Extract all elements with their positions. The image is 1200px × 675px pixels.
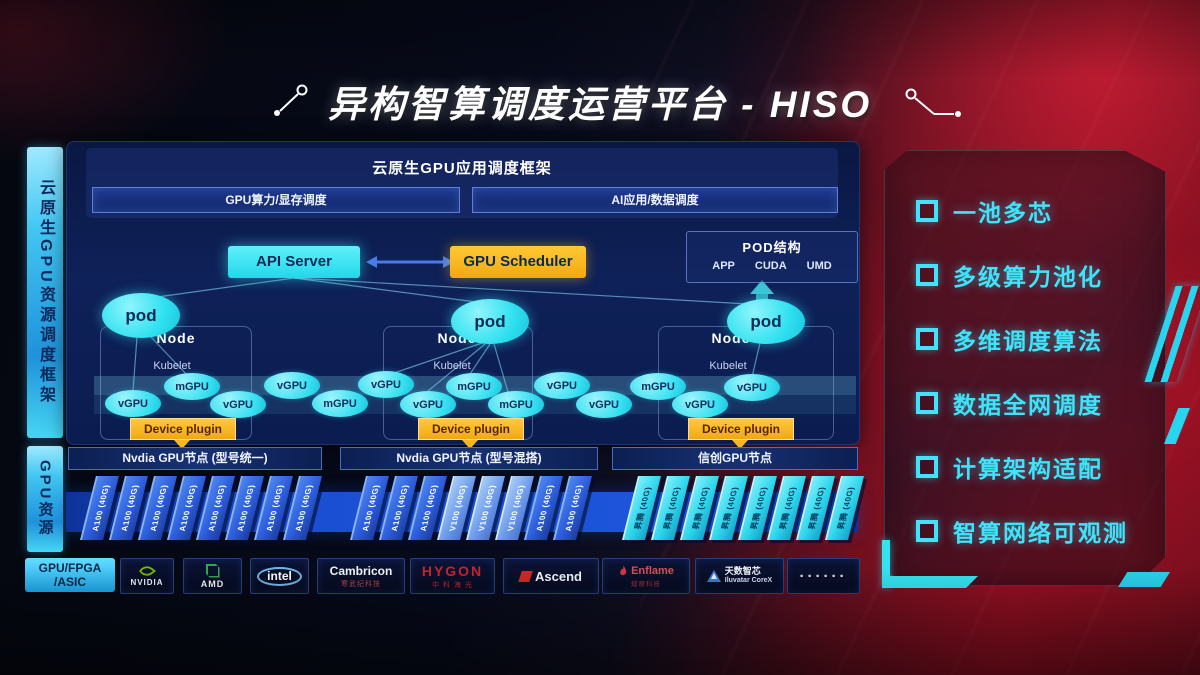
sidebar-gpu-resources-label: GPU资源 (27, 446, 63, 552)
pod-structure-item: UMD (806, 260, 832, 272)
gpu-unit-ellipse: vGPU (358, 371, 414, 398)
gpu-unit-ellipse: mGPU (164, 373, 220, 400)
title-decor-left-icon (274, 84, 308, 116)
api-server-box: API Server (228, 246, 360, 278)
vendor-logo-enflame: Enflame 燧原科技 (602, 558, 690, 594)
enflame-flame-icon (620, 564, 627, 575)
gpu-unit-ellipse: vGPU (724, 374, 780, 401)
gpu-scheduler-box: GPU Scheduler (450, 246, 586, 278)
sidebar-framework-text: 云原生GPU资源调度框架 (37, 179, 54, 406)
panel-corner-accent (1118, 572, 1170, 587)
device-plugin-box: Device plugin (130, 418, 236, 440)
gpu-unit-ellipse: vGPU (400, 391, 456, 418)
chip-types-line2: /ASIC (53, 575, 86, 589)
gpu-unit-ellipse: vGPU (576, 391, 632, 418)
vendor-logo-more: ······ (787, 558, 860, 594)
square-bullet-icon (916, 456, 938, 478)
gpu-compute-scheduling-bar: GPU算力/显存调度 (92, 187, 460, 213)
gpu-node-group-title: 信创GPU节点 (612, 447, 858, 470)
pod-structure-item: CUDA (754, 260, 787, 272)
feature-item: 多级算力池化 (916, 258, 1166, 292)
device-plugin-box: Device plugin (688, 418, 794, 440)
square-bullet-icon (916, 392, 938, 414)
ascend-mark-icon (518, 570, 533, 582)
vendor-logo-ascend: Ascend (503, 558, 599, 594)
square-bullet-icon (916, 328, 938, 350)
gpu-unit-ellipse: mGPU (630, 373, 686, 400)
sidebar-framework-label: 云原生GPU资源调度框架 (27, 147, 63, 438)
pod-structure-items: APP CUDA UMD (687, 260, 857, 272)
down-arrow-icon (732, 440, 748, 449)
vendor-logo-cambricon: Cambricon 寒武纪科技 (317, 558, 405, 594)
feature-item: 计算架构适配 (916, 450, 1166, 484)
page-title: 异构智算调度运营平台 - HISO (327, 84, 873, 125)
feature-item: 智算网络可观测 (916, 514, 1166, 548)
gpu-unit-ellipse: vGPU (264, 372, 320, 399)
down-arrow-icon (174, 440, 190, 449)
gpu-unit-ellipse: vGPU (105, 390, 161, 417)
panel-corner-accent (882, 540, 890, 588)
gpu-unit-ellipse: vGPU (534, 372, 590, 399)
title-decor-right-icon (905, 88, 961, 117)
iluvatar-triangle-icon (706, 570, 721, 582)
node-label: Node (156, 330, 196, 346)
chip-types-box: GPU/FPGA /ASIC (25, 558, 115, 592)
square-bullet-icon (916, 264, 938, 286)
nvidia-eye-icon (139, 566, 156, 576)
pod-ellipse: pod (451, 299, 529, 344)
vendor-logo-nvidia: NVIDIA (120, 558, 174, 594)
amd-square-icon (205, 563, 220, 578)
square-bullet-icon (916, 200, 938, 222)
sidebar-gpu-resources-text: GPU资源 (36, 460, 54, 538)
pod-structure-box: POD结构 APP CUDA UMD (686, 231, 858, 283)
square-bullet-icon (916, 520, 938, 542)
pod-structure-title: POD结构 (742, 240, 802, 255)
vendor-logo-hygon: HYGON 中 科 海 光 (410, 558, 495, 594)
kubelet-label: Kubelet (153, 360, 191, 372)
ai-data-scheduling-bar: AI应用/数据调度 (472, 187, 838, 213)
pod-structure-item: APP (712, 260, 735, 272)
framework-header-title: 云原生GPU应用调度框架 (372, 160, 552, 177)
kubelet-label: Kubelet (433, 360, 471, 372)
device-plugin-box: Device plugin (418, 418, 524, 440)
gpu-unit-ellipse: mGPU (446, 373, 502, 400)
vendor-logo-iluvatar: 天数智芯 Iluvatar CoreX (695, 558, 784, 594)
gpu-unit-ellipse: vGPU (210, 391, 266, 418)
kubelet-label: Kubelet (709, 360, 747, 372)
panel-corner-accent (882, 576, 978, 588)
pod-ellipse: pod (727, 299, 805, 344)
intel-oval-icon: intel (257, 566, 302, 586)
gpu-unit-ellipse: mGPU (488, 391, 544, 418)
feature-item: 数据全网调度 (916, 386, 1166, 420)
gpu-node-group-title: Nvdia GPU节点 (型号统一) (68, 447, 322, 470)
chip-types-line1: GPU/FPGA (38, 561, 102, 575)
down-arrow-icon (462, 440, 478, 449)
pod-ellipse: pod (102, 293, 180, 338)
gpu-unit-ellipse: mGPU (312, 390, 368, 417)
features-panel (884, 150, 1166, 586)
gpu-node-group-title: Nvdia GPU节点 (型号混搭) (340, 447, 598, 470)
vendor-logo-intel: intel (250, 558, 309, 594)
feature-item: 多维调度算法 (916, 322, 1166, 356)
feature-item: 一池多芯 (916, 194, 1166, 228)
gpu-unit-ellipse: vGPU (672, 391, 728, 418)
vendor-logo-amd: AMD (183, 558, 242, 594)
